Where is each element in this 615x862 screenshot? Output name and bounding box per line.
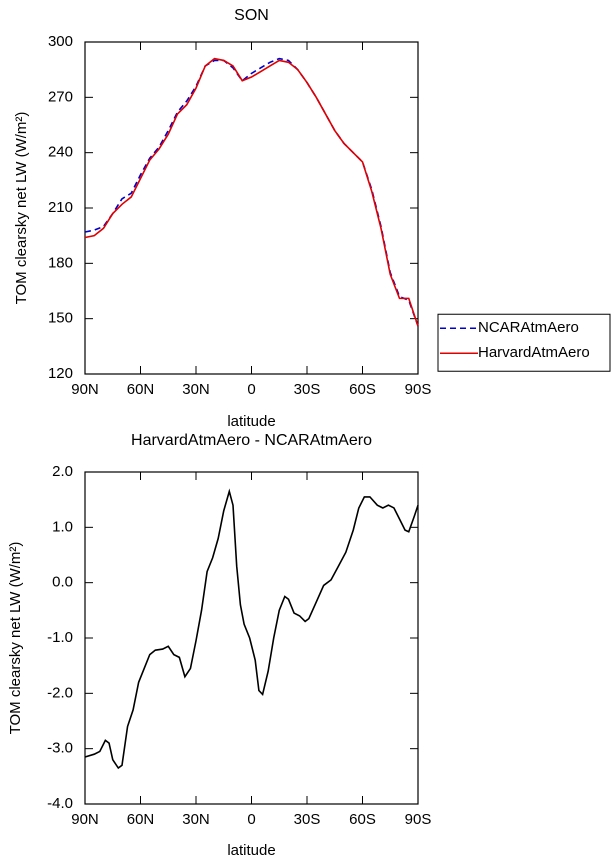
x-tick-label: 30N bbox=[182, 381, 210, 398]
chart-title: SON bbox=[234, 7, 269, 24]
x-tick-label: 30N bbox=[182, 811, 210, 828]
line bbox=[84, 488, 419, 770]
x-tick-label: 60N bbox=[127, 381, 155, 398]
chart-title: HarvardAtmAero - NCARAtmAero bbox=[131, 432, 372, 449]
y-tick-label: 1.0 bbox=[52, 518, 73, 535]
x-tick-label: 90N bbox=[71, 811, 99, 828]
y-axis-title: TOM clearsky net LW (W/m²) bbox=[13, 112, 30, 305]
line-series bbox=[84, 57, 419, 327]
y-tick-label: -4.0 bbox=[47, 795, 73, 812]
y-tick-label: -1.0 bbox=[47, 629, 73, 646]
legend-label: NCARAtmAero bbox=[478, 319, 579, 336]
x-tick-label: 0 bbox=[247, 381, 255, 398]
y-tick-label: -2.0 bbox=[47, 684, 73, 701]
line-series bbox=[84, 57, 419, 327]
y-tick-label: 0.0 bbox=[52, 574, 73, 591]
x-tick-label: 0 bbox=[247, 811, 255, 828]
y-tick-label: 210 bbox=[48, 199, 73, 216]
x-tick-label: 60N bbox=[127, 811, 155, 828]
plot-frame bbox=[84, 41, 419, 375]
y-tick-label: 270 bbox=[48, 88, 73, 105]
legend-label: HarvardAtmAero bbox=[478, 344, 590, 361]
x-axis-title: latitude bbox=[227, 842, 275, 859]
x-tick-label: 90S bbox=[405, 381, 432, 398]
x-tick-label: 90N bbox=[71, 381, 99, 398]
y-tick-label: -3.0 bbox=[47, 740, 73, 757]
x-tick-label: 60S bbox=[349, 381, 376, 398]
x-tick-label: 30S bbox=[294, 811, 321, 828]
y-axis-title: TOM clearsky net LW (W/m²) bbox=[7, 542, 24, 735]
y-tick-label: 180 bbox=[48, 254, 73, 271]
y-tick-label: 150 bbox=[48, 310, 73, 327]
x-axis-title: latitude bbox=[227, 413, 275, 430]
x-tick-label: 60S bbox=[349, 811, 376, 828]
plot-frame bbox=[84, 471, 419, 805]
legend-box bbox=[437, 313, 611, 372]
y-tick-label: 240 bbox=[48, 144, 73, 161]
x-tick-label: 90S bbox=[405, 811, 432, 828]
x-tick-label: 30S bbox=[294, 381, 321, 398]
y-tick-label: 300 bbox=[48, 33, 73, 50]
y-tick-label: 2.0 bbox=[52, 463, 73, 480]
y-tick-label: 120 bbox=[48, 365, 73, 382]
